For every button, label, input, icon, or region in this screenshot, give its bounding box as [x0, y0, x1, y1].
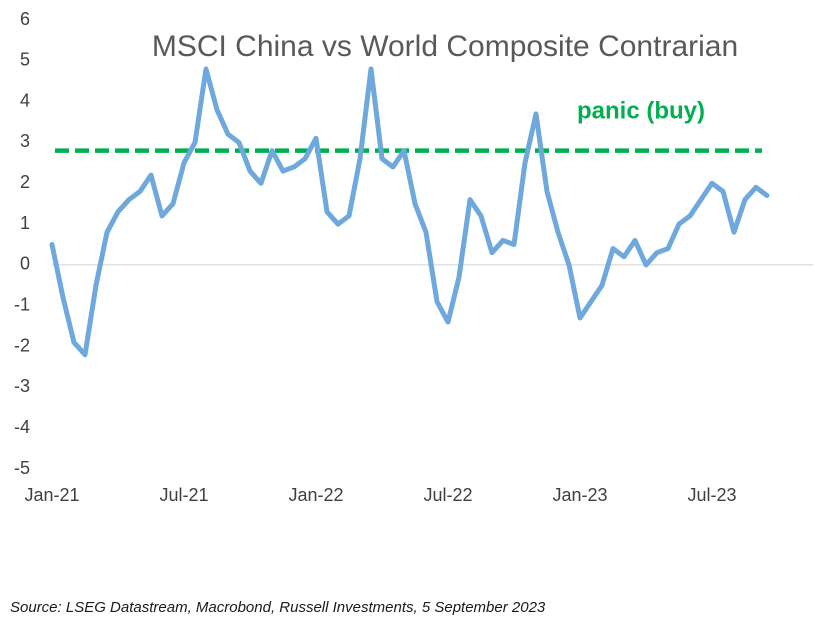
- x-tick-label: Jul-23: [687, 485, 736, 505]
- x-tick-label: Jan-22: [288, 485, 343, 505]
- x-tick-label: Jan-21: [24, 485, 79, 505]
- x-tick-label: Jan-23: [552, 485, 607, 505]
- y-tick-label: -1: [14, 294, 30, 314]
- y-tick-label: 1: [20, 213, 30, 233]
- threshold-label: panic (buy): [577, 97, 705, 124]
- x-tick-label: Jul-21: [159, 485, 208, 505]
- y-tick-label: 6: [20, 9, 30, 29]
- series-line: [49, 66, 770, 358]
- y-tick-label: 5: [20, 50, 30, 70]
- y-tick-label: -5: [14, 458, 30, 478]
- y-tick-label: 2: [20, 172, 30, 192]
- y-tick-label: 4: [20, 90, 30, 110]
- y-tick-label: 3: [20, 131, 30, 151]
- source-note: Source: LSEG Datastream, Macrobond, Russ…: [10, 599, 546, 616]
- chart-title: MSCI China vs World Composite Contrarian: [152, 30, 738, 63]
- y-tick-label: 0: [20, 254, 30, 274]
- y-tick-label: -2: [14, 335, 30, 355]
- x-tick-label: Jul-22: [423, 485, 472, 505]
- y-tick-label: -4: [14, 417, 30, 437]
- y-tick-label: -3: [14, 376, 30, 396]
